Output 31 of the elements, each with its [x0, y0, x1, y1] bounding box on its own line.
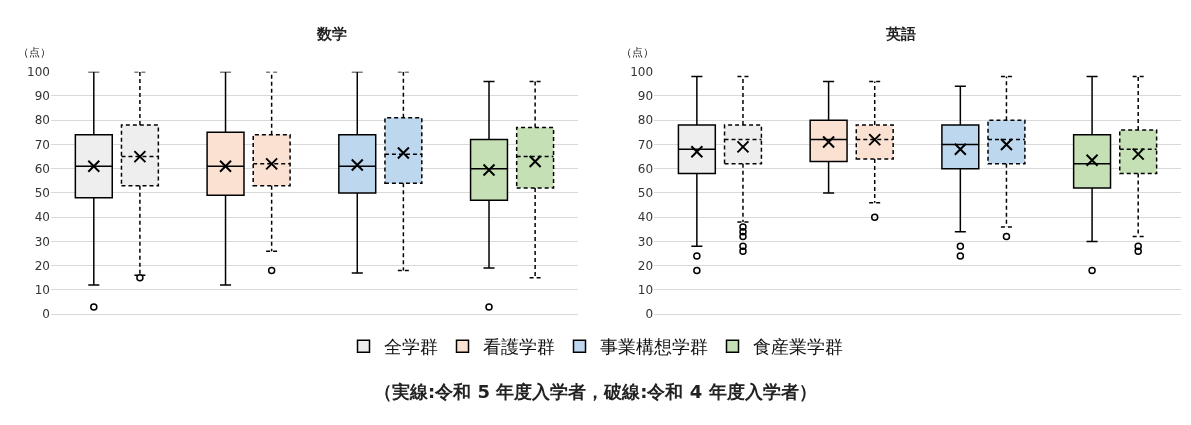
y-tick-label: 40: [34, 210, 50, 225]
y-tick-label: 90: [34, 89, 50, 104]
y-tick-label: 40: [637, 210, 654, 225]
y-tick-label: 20: [637, 258, 654, 273]
legend-label: 全学群: [383, 336, 438, 358]
y-axis-title: （点）: [18, 46, 51, 59]
text: （実線:令和 5 年度入学者，破線:令和 4 年度入学者）: [374, 381, 817, 402]
y-tick-label: 30: [637, 234, 654, 249]
y-tick-label: 70: [637, 137, 654, 152]
y-tick-label: 60: [34, 161, 50, 176]
y-tick-label: 50: [34, 186, 50, 201]
y-tick-label: 90: [637, 89, 654, 104]
y-tick-label: 100: [27, 64, 50, 79]
y-tick-label: 80: [34, 113, 50, 128]
legend-label: 看護学群: [482, 336, 555, 358]
y-tick-label: 10: [637, 283, 654, 298]
y-tick-label: 80: [637, 113, 654, 128]
chart-title: 英語: [885, 25, 916, 43]
y-tick-label: 50: [637, 186, 654, 201]
y-tick-label: 70: [34, 137, 50, 152]
legend-label: 食産業学群: [752, 336, 843, 358]
y-tick-label: 20: [34, 258, 50, 273]
y-tick-label: 0: [645, 307, 654, 322]
y-tick-label: 0: [42, 307, 50, 322]
y-tick-label: 10: [34, 283, 50, 298]
y-tick-label: 30: [34, 234, 50, 249]
y-axis-title: （点）: [621, 46, 654, 59]
chart-title: 数学: [316, 25, 347, 43]
y-tick-label: 100: [630, 64, 654, 79]
legend-label: 事業構想学群: [599, 336, 708, 358]
y-tick-label: 60: [637, 161, 654, 176]
